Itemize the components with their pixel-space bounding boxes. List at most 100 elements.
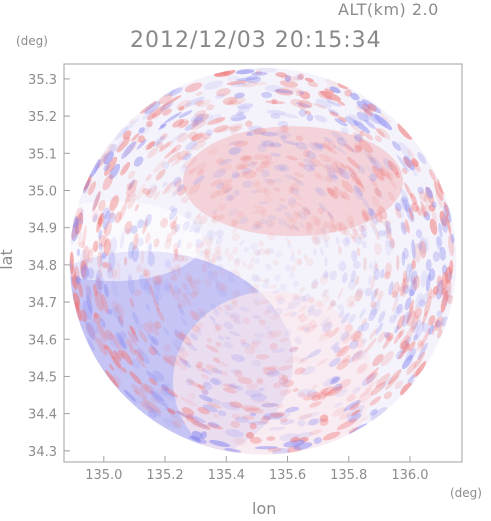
- radar-cell: [387, 190, 395, 201]
- radar-cell: [259, 320, 267, 327]
- radar-cell: [175, 410, 195, 421]
- radar-cell: [265, 263, 272, 271]
- radar-cell: [93, 312, 99, 319]
- radar-cell: [370, 409, 378, 416]
- radar-cell: [317, 207, 325, 215]
- radar-cell: [339, 190, 348, 199]
- radar-cell: [425, 259, 432, 272]
- radar-cell: [280, 164, 288, 173]
- radar-cell: [433, 181, 444, 201]
- radar-cell: [116, 261, 121, 281]
- radar-cell: [160, 388, 169, 396]
- radar-cell: [385, 220, 392, 235]
- radar-cell: [258, 387, 265, 392]
- radar-cell: [374, 135, 382, 143]
- radar-cell: [284, 75, 292, 82]
- radar-cell: [211, 257, 217, 264]
- radar-cell: [250, 412, 257, 417]
- radar-cell: [204, 276, 212, 287]
- radar-cell: [363, 110, 381, 125]
- radar-cell: [343, 400, 361, 412]
- radar-cell: [296, 74, 303, 80]
- radar-cell: [162, 108, 172, 116]
- radar-cell: [337, 167, 350, 180]
- radar-cell: [270, 113, 281, 119]
- radar-cell: [334, 161, 347, 173]
- radar-cell: [100, 318, 106, 328]
- radar-cell: [368, 173, 378, 182]
- radar-cell: [310, 278, 319, 290]
- radar-cell: [421, 310, 428, 326]
- radar-cell: [384, 239, 392, 256]
- radar-cell: [253, 220, 261, 227]
- radar-cell: [232, 246, 238, 255]
- radar-cell: [266, 436, 276, 441]
- radar-cell: [332, 173, 339, 179]
- radar-cell: [169, 205, 176, 212]
- radar-cell: [285, 216, 295, 224]
- radar-cell: [191, 132, 206, 142]
- radar-cell: [367, 207, 375, 217]
- radar-cell: [158, 94, 173, 105]
- radar-cell: [198, 394, 213, 402]
- radar-cell: [216, 263, 224, 271]
- radar-cell: [374, 114, 393, 131]
- radar-cell: [263, 412, 283, 420]
- radar-cell: [180, 316, 188, 326]
- radar-cell: [413, 333, 419, 341]
- radar-cell: [358, 224, 365, 233]
- radar-cell: [313, 308, 323, 318]
- radar-cell: [316, 358, 329, 366]
- radar-cell: [185, 297, 192, 307]
- radar-cell: [130, 325, 137, 335]
- radar-cell: [203, 80, 224, 90]
- radar-cell: [329, 219, 336, 230]
- radar-cell: [87, 249, 94, 264]
- radar-cell: [318, 202, 327, 212]
- radar-cell: [333, 383, 343, 391]
- radar-cell: [215, 93, 225, 99]
- radar-cell: [436, 275, 442, 288]
- radar-cell: [294, 336, 302, 345]
- radar-cell: [274, 89, 294, 94]
- radar-cell: [211, 368, 223, 375]
- radar-cell: [130, 225, 138, 234]
- radar-cell: [232, 290, 241, 298]
- radar-cell: [152, 290, 160, 306]
- radar-cell: [338, 261, 347, 272]
- radar-cell: [350, 409, 361, 416]
- radar-cell: [364, 378, 380, 392]
- radar-cell: [243, 246, 249, 253]
- radar-cell: [171, 268, 176, 275]
- radar-cell: [402, 275, 410, 290]
- radar-cell: [144, 272, 151, 285]
- radar-cell: [428, 324, 435, 335]
- radar-cell: [226, 80, 247, 86]
- radar-cell: [385, 225, 392, 240]
- radar-cell: [383, 219, 391, 227]
- radar-cell: [121, 349, 133, 366]
- radar-cell: [214, 277, 221, 288]
- radar-cell: [168, 355, 179, 365]
- radar-cell: [151, 111, 160, 120]
- radar-cell: [230, 420, 241, 428]
- radar-cell: [145, 173, 152, 182]
- radar-cell: [153, 238, 160, 248]
- radar-cell: [94, 163, 100, 170]
- radar-cell: [203, 255, 212, 266]
- radar-cell: [298, 104, 306, 110]
- radar-cell: [253, 301, 261, 306]
- radar-cell: [186, 415, 200, 423]
- radar-cell: [172, 184, 182, 195]
- radar-cell: [329, 224, 337, 233]
- radar-cell: [387, 369, 402, 385]
- radar-cell: [176, 346, 189, 358]
- radar-cell: [224, 304, 231, 311]
- radar-cell: [298, 108, 307, 117]
- radar-cell: [404, 296, 412, 311]
- radar-cell: [407, 374, 415, 384]
- radar-cell: [255, 223, 262, 231]
- radar-cell: [158, 386, 166, 394]
- radar-cell: [192, 226, 201, 234]
- radar-cell: [446, 271, 453, 281]
